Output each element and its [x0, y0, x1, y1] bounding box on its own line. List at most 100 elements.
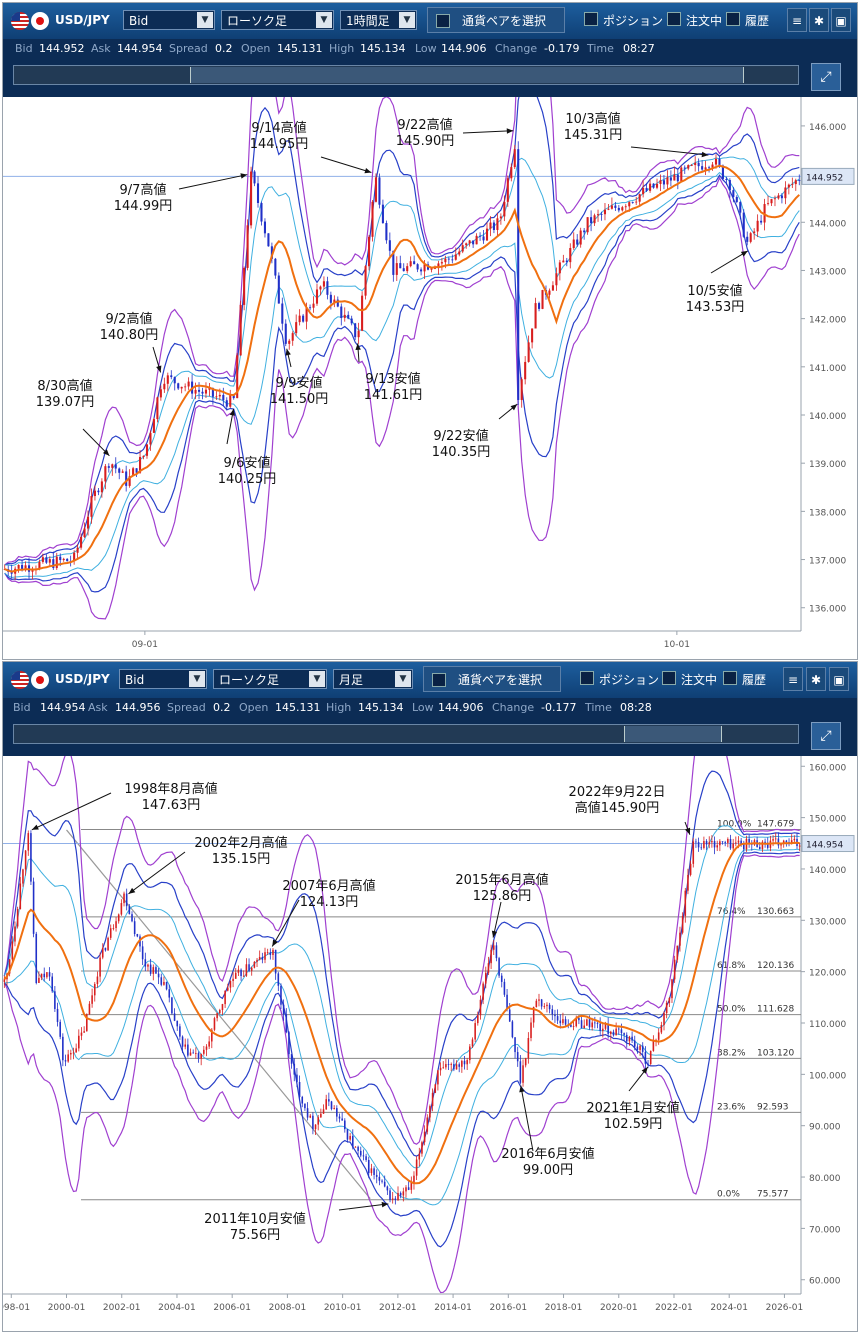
candle-body — [203, 1049, 205, 1054]
us-flag-icon — [11, 671, 29, 689]
candle-body — [17, 564, 20, 569]
fib-level-pct: 61.8% — [717, 961, 746, 971]
candle-body — [312, 303, 315, 308]
candle-body — [463, 1060, 466, 1065]
candle-body — [718, 158, 721, 166]
candle-body — [75, 1048, 77, 1053]
window-icon[interactable]: ▣ — [829, 667, 849, 691]
navigator-scrollbar[interactable] — [13, 724, 799, 744]
annotation-label: 2021年1月安値 — [586, 1100, 679, 1116]
candle-body — [109, 928, 112, 938]
candle-body — [405, 1187, 407, 1192]
candle-body — [112, 928, 115, 929]
navigator-range-handle[interactable] — [190, 67, 744, 83]
candle-body — [270, 246, 273, 259]
bollinger-outer-band-lower — [4, 176, 800, 620]
candle-body — [708, 842, 711, 845]
gear-icon[interactable]: ✱ — [806, 667, 826, 691]
annotation-value: 124.13円 — [300, 895, 359, 910]
candle-body — [665, 1002, 668, 1014]
candle-body — [349, 1136, 351, 1140]
price-type-select[interactable]: Bid ▼ — [119, 669, 207, 689]
current-price-label: 144.954 — [806, 841, 843, 851]
order-checkbox[interactable] — [667, 12, 681, 26]
annotation-arrowhead — [31, 824, 39, 830]
chart-kind-select[interactable]: ローソク足 ▼ — [213, 669, 327, 689]
candle-body — [676, 945, 679, 960]
fib-level-value: 103.120 — [757, 1048, 794, 1058]
candle-body — [16, 908, 19, 927]
select-pair-button[interactable]: 通貨ペアを選択 — [427, 7, 565, 33]
candle-body — [482, 236, 485, 241]
annotation-label: 9/13安値 — [365, 371, 420, 387]
annotation-label: 8/30高値 — [37, 378, 92, 394]
candle-body — [732, 843, 734, 849]
candle-body — [548, 290, 551, 295]
candle-body — [333, 299, 336, 303]
candle-body — [290, 1054, 293, 1064]
menu-icon[interactable]: ≡ — [787, 8, 807, 32]
fib-level-value: 111.628 — [757, 1005, 794, 1015]
candle-body — [683, 167, 686, 169]
candle-body — [530, 1022, 532, 1039]
y-tick-label: 80.000 — [809, 1174, 841, 1184]
candle-body — [714, 158, 718, 165]
price-type-select[interactable]: Bid ▼ — [123, 10, 215, 30]
timeframe-select[interactable]: 月足 ▼ — [333, 669, 413, 689]
bollinger-middle-band-lower — [4, 174, 800, 593]
candle-body — [742, 212, 745, 237]
candle-body — [430, 268, 433, 270]
gear-icon[interactable]: ✱ — [809, 8, 829, 32]
candle-body — [187, 1044, 189, 1056]
chart-kind-select[interactable]: ローソク足 ▼ — [221, 10, 334, 30]
candle-body — [440, 262, 443, 264]
price-info-bar: Bid 144.952 Ask 144.954 Spread 0.2 Open 145.… — [3, 39, 857, 59]
candle-body — [735, 196, 738, 202]
candle-body — [166, 375, 169, 384]
candle-body — [229, 395, 232, 407]
window-icon[interactable]: ▣ — [831, 8, 851, 32]
position-checkbox[interactable] — [584, 12, 598, 26]
candle-body — [496, 218, 499, 230]
candle-body — [673, 959, 676, 980]
candle-body — [534, 303, 537, 329]
candle-body — [85, 1014, 88, 1032]
checkbox[interactable] — [432, 673, 446, 687]
candle-body — [636, 1046, 639, 1050]
position-checkbox[interactable] — [580, 671, 594, 685]
candle-body — [669, 177, 672, 181]
candle-body — [346, 1129, 349, 1140]
history-checkbox[interactable] — [723, 671, 737, 685]
checkbox[interactable] — [436, 14, 450, 28]
candle-body — [727, 839, 729, 843]
zoom-icon[interactable]: ⤢ — [811, 63, 841, 91]
annotation-arrowhead — [128, 887, 136, 894]
candle-body — [367, 1159, 370, 1174]
menu-icon[interactable]: ≡ — [783, 667, 803, 691]
candle-body — [176, 1020, 179, 1027]
candle-body — [80, 1032, 83, 1036]
navigator-scrollbar[interactable] — [13, 65, 799, 85]
timeframe-select[interactable]: 1時間足 ▼ — [340, 10, 417, 30]
candle-body — [628, 202, 631, 207]
history-checkbox[interactable] — [726, 12, 740, 26]
candle-body — [743, 844, 745, 850]
annotation-arrowhead — [156, 365, 162, 373]
annotation-value: 147.63円 — [142, 798, 201, 813]
candle-body — [215, 396, 218, 398]
zoom-icon[interactable]: ⤢ — [811, 722, 841, 750]
candle-body — [170, 375, 173, 378]
candle-body — [11, 941, 14, 960]
candle-body — [288, 1032, 290, 1055]
order-checkbox[interactable] — [662, 671, 676, 685]
candle-body — [31, 570, 34, 572]
candle-body — [312, 1115, 314, 1130]
candle-body — [173, 377, 176, 384]
annotation-arrowhead — [364, 167, 372, 174]
select-pair-button[interactable]: 通貨ペアを選択 — [423, 666, 561, 692]
candle-body — [115, 921, 117, 929]
annotation-label: 2011年10月安値 — [204, 1211, 306, 1227]
candle-body — [671, 979, 673, 999]
navigator-range-handle[interactable] — [624, 726, 722, 742]
bollinger-middle-band-lower — [3, 851, 800, 1248]
